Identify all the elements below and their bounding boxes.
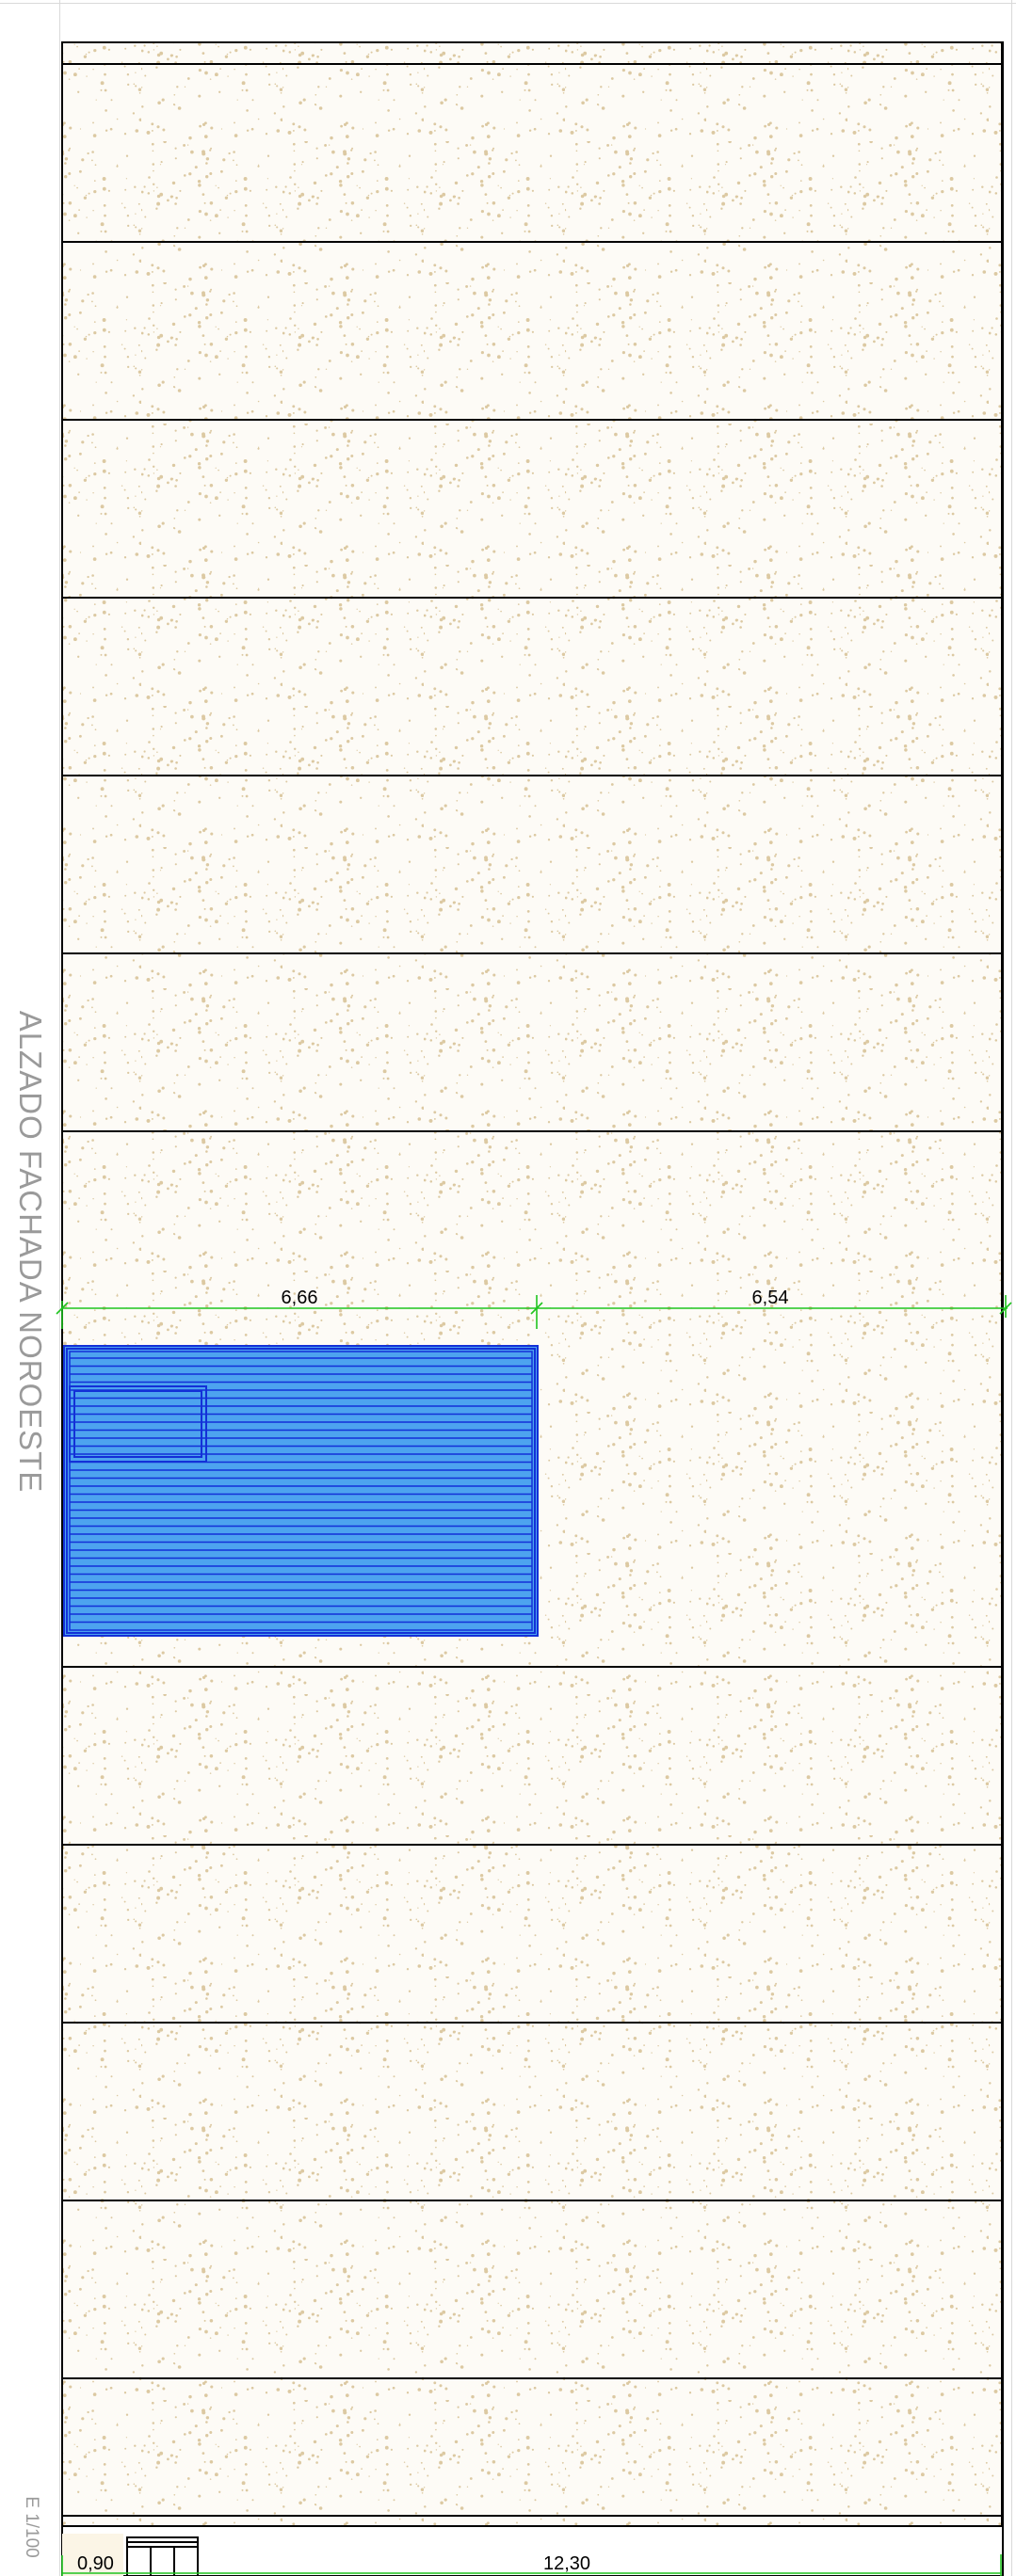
facade-wall <box>61 41 1004 2533</box>
dimension-label-upper-left: 6,66 <box>282 1288 318 1308</box>
dimension-label-lower-left: 0,90 <box>77 2553 114 2574</box>
sheet-frame-top <box>0 3 1016 4</box>
facade-right-edge <box>1001 42 1004 2532</box>
entrance-railing <box>126 2536 199 2576</box>
dimension-label-upper-right: 6,54 <box>752 1288 789 1308</box>
upper-dimension-line <box>56 1295 1012 1329</box>
base-plinth <box>61 2525 1004 2576</box>
glazed-panel-window <box>69 1385 207 1463</box>
dimension-label-lower-right: 12,30 <box>543 2553 590 2574</box>
glazed-panel <box>63 1345 539 1637</box>
sheet-frame-right <box>1011 0 1012 2576</box>
lower-dimension-line <box>61 2554 1002 2576</box>
floor-lines <box>62 63 1004 2517</box>
sheet-frame-left <box>59 0 60 2576</box>
